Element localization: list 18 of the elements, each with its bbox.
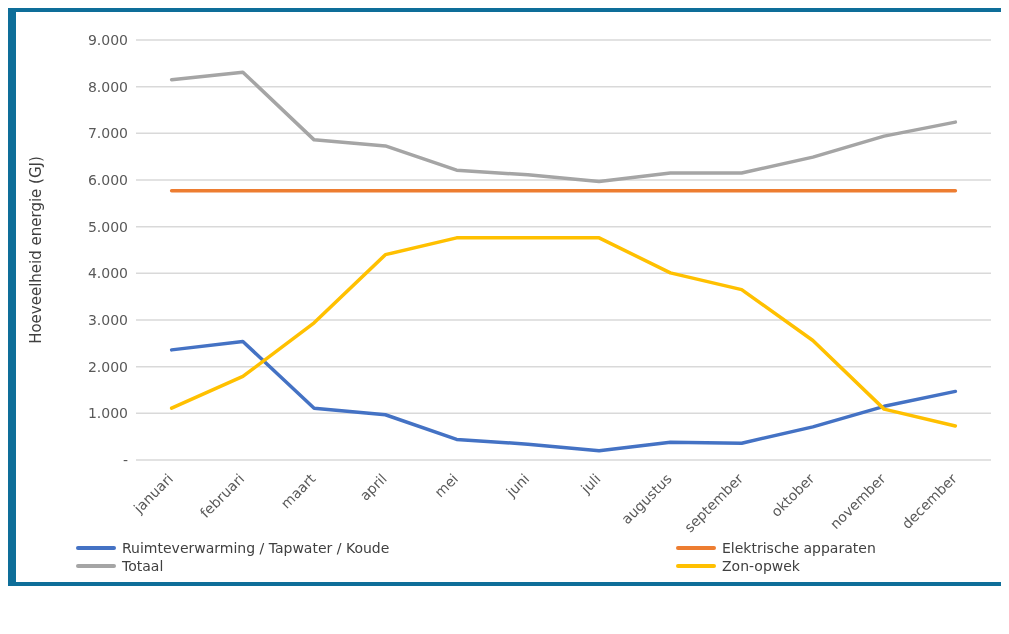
y-tick-label: 6.000 (87, 171, 128, 188)
y-tick-label: 4.000 (87, 265, 128, 282)
y-tick-label: 5.000 (87, 218, 128, 235)
y-tick-label: 3.000 (87, 311, 128, 328)
y-tick-label: - (122, 451, 128, 468)
y-tick-label: 7.000 (87, 125, 128, 142)
y-axis-title: Hoeveelheid energie (GJ) (27, 156, 46, 344)
legend-label: Totaal (122, 558, 164, 574)
legend-label: Zon-opwek (722, 558, 800, 574)
legend-label: Elektrische apparaten (722, 540, 876, 556)
y-tick-label: 9.000 (87, 31, 128, 48)
y-tick-label: 2.000 (87, 358, 128, 375)
y-tick-label: 8.000 (87, 78, 128, 95)
legend-label: Ruimteverwarming / Tapwater / Koude (122, 540, 390, 556)
y-tick-label: 1.000 (87, 405, 128, 422)
line-series (169, 339, 958, 453)
line-series (169, 236, 958, 428)
line-series (169, 70, 958, 184)
